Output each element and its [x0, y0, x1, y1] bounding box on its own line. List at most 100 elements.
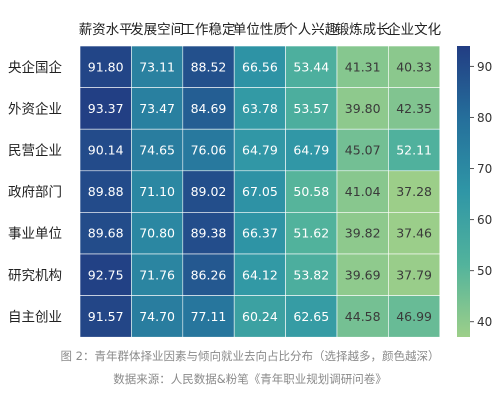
heatmap-cell — [182, 128, 235, 172]
heatmap-cell — [79, 212, 132, 255]
cell-value-label: 39.80 — [345, 101, 381, 116]
cell-value-label: 74.70 — [139, 309, 175, 324]
heatmap-cell — [388, 212, 441, 255]
cell-value-label: 39.69 — [345, 267, 381, 282]
heatmap-cell — [79, 295, 132, 338]
cell-value-label: 71.76 — [139, 267, 175, 282]
colorbar-tick-label: 60 — [477, 213, 492, 227]
heatmap-cell — [79, 170, 132, 213]
heatmap-cell — [388, 87, 441, 130]
colorbar — [457, 46, 470, 337]
cell-value-label: 71.10 — [139, 184, 175, 199]
row-label: 事业单位 — [8, 226, 62, 242]
heatmap-cell — [131, 128, 184, 172]
heatmap-cell — [131, 253, 184, 296]
cell-value-label: 89.02 — [191, 184, 227, 199]
cell-value-label: 77.11 — [191, 309, 227, 324]
row-label: 央企国企 — [8, 59, 62, 76]
colorbar-tick-label: 90 — [477, 60, 492, 74]
heatmap-cell — [233, 128, 286, 172]
cell-value-label: 52.11 — [396, 143, 432, 158]
cell-value-label: 64.79 — [293, 143, 329, 158]
cell-value-label: 73.47 — [139, 101, 175, 116]
cell-value-label: 63.78 — [242, 101, 278, 116]
colorbar-tick-label: 70 — [477, 162, 492, 176]
cell-value-label: 51.62 — [293, 226, 329, 241]
cell-value-label: 53.82 — [293, 267, 329, 282]
heatmap-cell — [233, 45, 286, 88]
cell-value-label: 42.35 — [396, 101, 432, 116]
heatmap-cell — [285, 128, 338, 172]
heatmap-cell — [285, 45, 338, 88]
cell-value-label: 41.31 — [345, 59, 381, 74]
heatmap-cell — [336, 45, 389, 88]
column-label: 单位性质 — [233, 22, 287, 38]
cell-value-label: 89.88 — [88, 184, 124, 199]
figure-caption: 图 2：青年群体择业因素与倾向就业去向占比分布（选择越多，颜色越深） — [60, 349, 440, 363]
cell-value-label: 76.06 — [191, 143, 227, 158]
row-label: 外资企业 — [8, 100, 62, 117]
row-label: 自主创业 — [8, 309, 62, 325]
column-label: 个人兴趣 — [284, 22, 338, 38]
cell-value-label: 66.37 — [242, 226, 278, 241]
colorbar-tick-label: 50 — [477, 264, 492, 278]
column-label: 薪资水平 — [79, 22, 133, 38]
cell-value-label: 91.57 — [88, 309, 124, 324]
heatmap-cell — [182, 212, 235, 255]
cell-value-label: 89.38 — [191, 226, 227, 241]
cell-value-label: 53.44 — [293, 59, 329, 74]
cell-value-label: 74.65 — [139, 143, 175, 158]
cell-value-label: 64.79 — [242, 143, 278, 158]
cell-value-label: 44.58 — [345, 309, 381, 324]
cell-value-label: 62.65 — [293, 309, 329, 324]
cell-value-label: 91.80 — [88, 59, 124, 74]
cell-value-label: 39.82 — [345, 226, 381, 241]
cell-value-label: 37.46 — [396, 226, 432, 241]
cell-value-label: 73.11 — [139, 59, 175, 74]
heatmap-cell — [233, 253, 286, 296]
cell-value-label: 64.12 — [242, 267, 278, 282]
heatmap-cell — [285, 87, 338, 130]
cell-value-label: 84.69 — [191, 101, 227, 116]
cell-value-label: 40.33 — [396, 59, 432, 74]
colorbar-tick-label: 80 — [477, 111, 492, 125]
heatmap-cell — [79, 45, 132, 88]
cell-value-label: 37.28 — [396, 184, 432, 199]
cell-value-label: 46.99 — [396, 309, 432, 324]
source-caption: 数据来源：人民数据&粉笔《青年职业规划调研问卷》 — [113, 372, 387, 386]
cell-value-label: 50.58 — [293, 184, 329, 199]
heatmap-cell — [233, 295, 286, 338]
cell-value-label: 86.26 — [191, 267, 227, 282]
heatmap-cell — [79, 87, 132, 130]
heatmap-cell — [388, 253, 441, 296]
heatmap-cell — [388, 295, 441, 338]
cell-value-label: 92.75 — [88, 267, 124, 282]
cell-value-label: 66.56 — [242, 59, 278, 74]
heatmap-cell — [336, 87, 389, 130]
cell-value-label: 93.37 — [88, 101, 124, 116]
heatmap-chart: 薪资水平发展空间工作稳定单位性质个人兴趣锻炼成长企业文化央企国企外资企业民营企业… — [8, 21, 492, 338]
heatmap-cell — [182, 253, 235, 296]
heatmap-cell — [388, 128, 441, 172]
cell-value-label: 45.07 — [345, 143, 381, 158]
heatmap-cell — [336, 295, 389, 338]
cell-value-label: 88.52 — [191, 59, 227, 74]
column-label: 发展空间 — [130, 22, 184, 38]
heatmap-cell — [131, 45, 184, 88]
heatmap-cell — [285, 253, 338, 296]
heatmap-cell — [182, 295, 235, 338]
colorbar-tick-label: 40 — [477, 315, 492, 329]
heatmap-cell — [233, 170, 286, 213]
cell-value-label: 53.57 — [293, 101, 329, 116]
heatmap-cell — [182, 87, 235, 130]
heatmap-cell — [182, 45, 235, 88]
row-label: 研究机构 — [8, 268, 62, 284]
column-label: 企业文化 — [387, 21, 441, 38]
cell-value-label: 90.14 — [88, 143, 124, 158]
heatmap-cell — [79, 253, 132, 296]
heatmap-cell — [336, 170, 389, 213]
heatmap-cell — [336, 128, 389, 172]
row-label: 政府部门 — [8, 185, 62, 201]
column-label: 工作稳定 — [182, 22, 236, 38]
row-label: 民营企业 — [8, 142, 62, 159]
